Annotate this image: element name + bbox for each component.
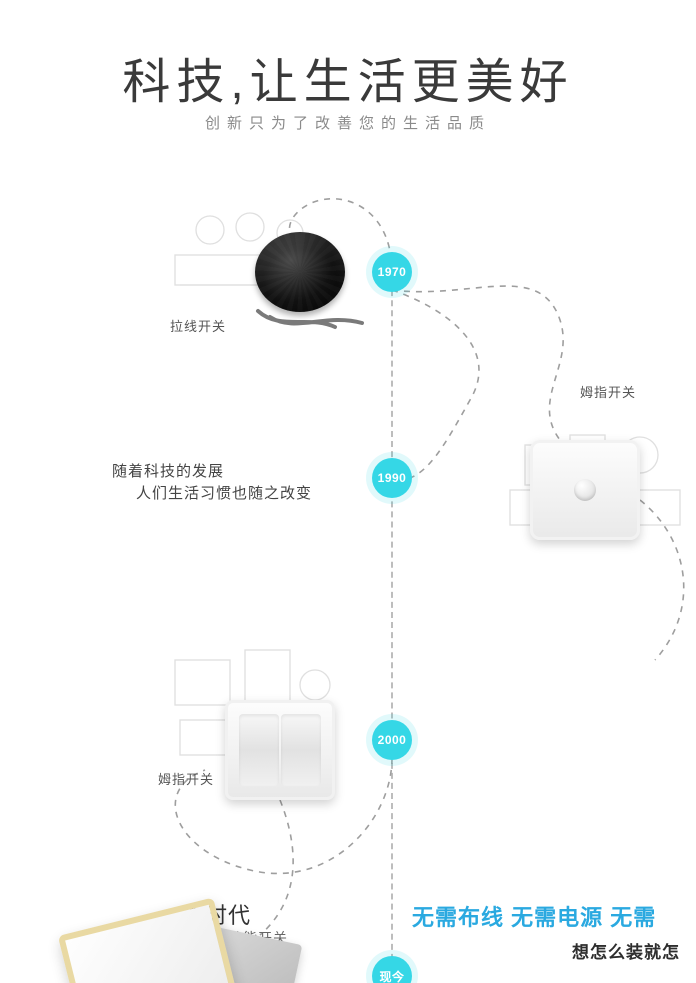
mid-caption-line1: 随着科技的发展 — [112, 460, 224, 481]
product-2000-rocker-right — [281, 714, 321, 786]
label-1970: 拉线开关 — [170, 316, 226, 335]
features-line: 无需布线 无需电源 无需 — [412, 900, 656, 932]
product-2000-panel — [225, 700, 335, 800]
label-1990: 姆指开关 — [580, 382, 636, 401]
timeline-axis — [391, 260, 393, 980]
hero-title: 科技,让生活更美好 — [0, 42, 696, 112]
mid-caption-line2: 人们生活习惯也随之改变 — [136, 482, 312, 503]
product-1990-panel — [530, 440, 640, 540]
product-1970-cord — [250, 305, 370, 335]
label-2000: 姆指开关 — [158, 769, 214, 788]
year-node-1990: 1990 — [372, 458, 412, 498]
product-1990-toggle — [574, 479, 596, 501]
year-node-now: 现今 — [372, 956, 412, 983]
year-node-2000: 2000 — [372, 720, 412, 760]
slogan-line: 想怎么装就怎 — [572, 938, 680, 963]
year-node-1970: 1970 — [372, 252, 412, 292]
product-2000-rocker-left — [239, 714, 279, 786]
product-1970-knob-ridges — [255, 232, 345, 312]
hero-subtitle: 创新只为了改善您的生活品质 — [0, 112, 696, 133]
product-future-panel — [58, 897, 242, 983]
